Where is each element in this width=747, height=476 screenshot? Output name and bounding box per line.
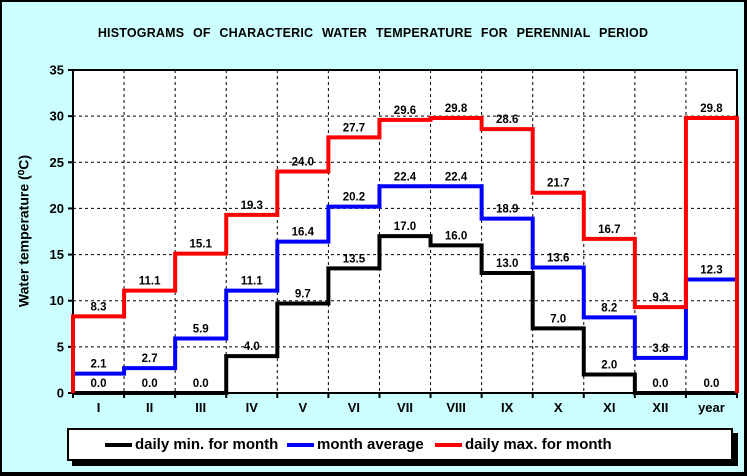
value-label: 8.3 — [91, 301, 107, 313]
x-tick-label: VI — [348, 400, 360, 415]
x-tick-label: VIII — [446, 400, 466, 415]
value-label: 27.7 — [343, 122, 365, 134]
value-label: 5.9 — [193, 324, 209, 336]
value-label: 29.8 — [445, 103, 468, 115]
value-label: 3.8 — [652, 343, 669, 355]
legend-item-daily-min: daily min. for month — [105, 430, 278, 459]
legend-label-daily-max: daily max. for month — [465, 436, 612, 453]
value-label: 4.0 — [244, 341, 260, 353]
x-tick-label: XII — [652, 400, 668, 415]
value-label: 0.0 — [91, 378, 107, 390]
series-line-0 — [73, 234, 737, 395]
legend-label-daily-min: daily min. for month — [135, 436, 279, 453]
legend-line-daily-min — [105, 442, 132, 447]
value-label: 0.0 — [142, 378, 158, 390]
value-label: 16.0 — [445, 230, 467, 242]
legend-line-daily-max — [435, 442, 462, 447]
value-label: 18.9 — [496, 204, 518, 216]
value-label: 20.2 — [343, 192, 365, 204]
y-tick-label: 5 — [57, 339, 64, 354]
value-label: 13.5 — [343, 253, 366, 265]
y-tick-label: 0 — [57, 386, 64, 401]
series-line-1 — [71, 184, 739, 393]
value-label: 2.0 — [601, 360, 617, 372]
value-label: 0.0 — [193, 378, 209, 390]
value-label: 22.4 — [394, 171, 417, 183]
x-tick-label: X — [554, 400, 563, 415]
value-label: 9.3 — [652, 292, 668, 304]
x-tick-label: I — [97, 400, 101, 415]
value-label: 13.6 — [547, 252, 569, 264]
value-label: 0.0 — [703, 378, 719, 390]
legend-label-month-average: month average — [317, 436, 424, 453]
value-label: 19.3 — [241, 200, 263, 212]
x-tick-label: year — [698, 400, 725, 415]
value-label: 15.1 — [189, 239, 212, 251]
value-label: 8.2 — [601, 302, 617, 314]
value-label: 11.1 — [241, 276, 263, 288]
series-line-2 — [71, 115, 739, 393]
y-tick-label: 35 — [50, 63, 64, 78]
value-label: 7.0 — [550, 313, 566, 325]
legend: daily min. for month month average daily… — [67, 428, 733, 461]
value-label: 9.7 — [295, 288, 311, 300]
x-tick-label: VII — [397, 400, 413, 415]
x-tick-label: IX — [501, 400, 514, 415]
value-label: 28.6 — [496, 114, 518, 126]
y-tick-label: 20 — [50, 201, 64, 216]
value-label: 2.7 — [142, 353, 158, 365]
chart-title: HISTOGRAMS OF CHARACTERIC WATER TEMPERAT… — [97, 26, 649, 40]
y-tick-label: 15 — [50, 247, 64, 262]
value-label: 16.4 — [292, 227, 315, 239]
x-tick-label: V — [299, 400, 308, 415]
x-tick-label: III — [195, 400, 206, 415]
x-tick-label: XI — [603, 400, 615, 415]
value-label: 2.1 — [91, 359, 108, 371]
y-tick-label: 10 — [50, 293, 64, 308]
value-label: 21.7 — [547, 178, 569, 190]
legend-line-month-average — [287, 442, 314, 447]
value-label: 17.0 — [394, 221, 416, 233]
value-label: 0.0 — [652, 378, 668, 390]
legend-item-month-average: month average — [287, 430, 424, 459]
value-label: 11.1 — [139, 276, 161, 288]
value-label: 29.8 — [700, 103, 723, 115]
legend-item-daily-max: daily max. for month — [435, 430, 612, 459]
value-label: 24.0 — [292, 157, 314, 169]
value-label: 12.3 — [700, 264, 722, 276]
y-tick-label: 30 — [50, 109, 64, 124]
value-label: 29.6 — [394, 105, 416, 117]
x-tick-label: IV — [246, 400, 259, 415]
value-label: 16.7 — [598, 224, 620, 236]
y-tick-label: 25 — [50, 155, 64, 170]
value-label: 13.0 — [496, 258, 518, 270]
value-label: 22.4 — [445, 171, 468, 183]
x-tick-label: II — [146, 400, 153, 415]
